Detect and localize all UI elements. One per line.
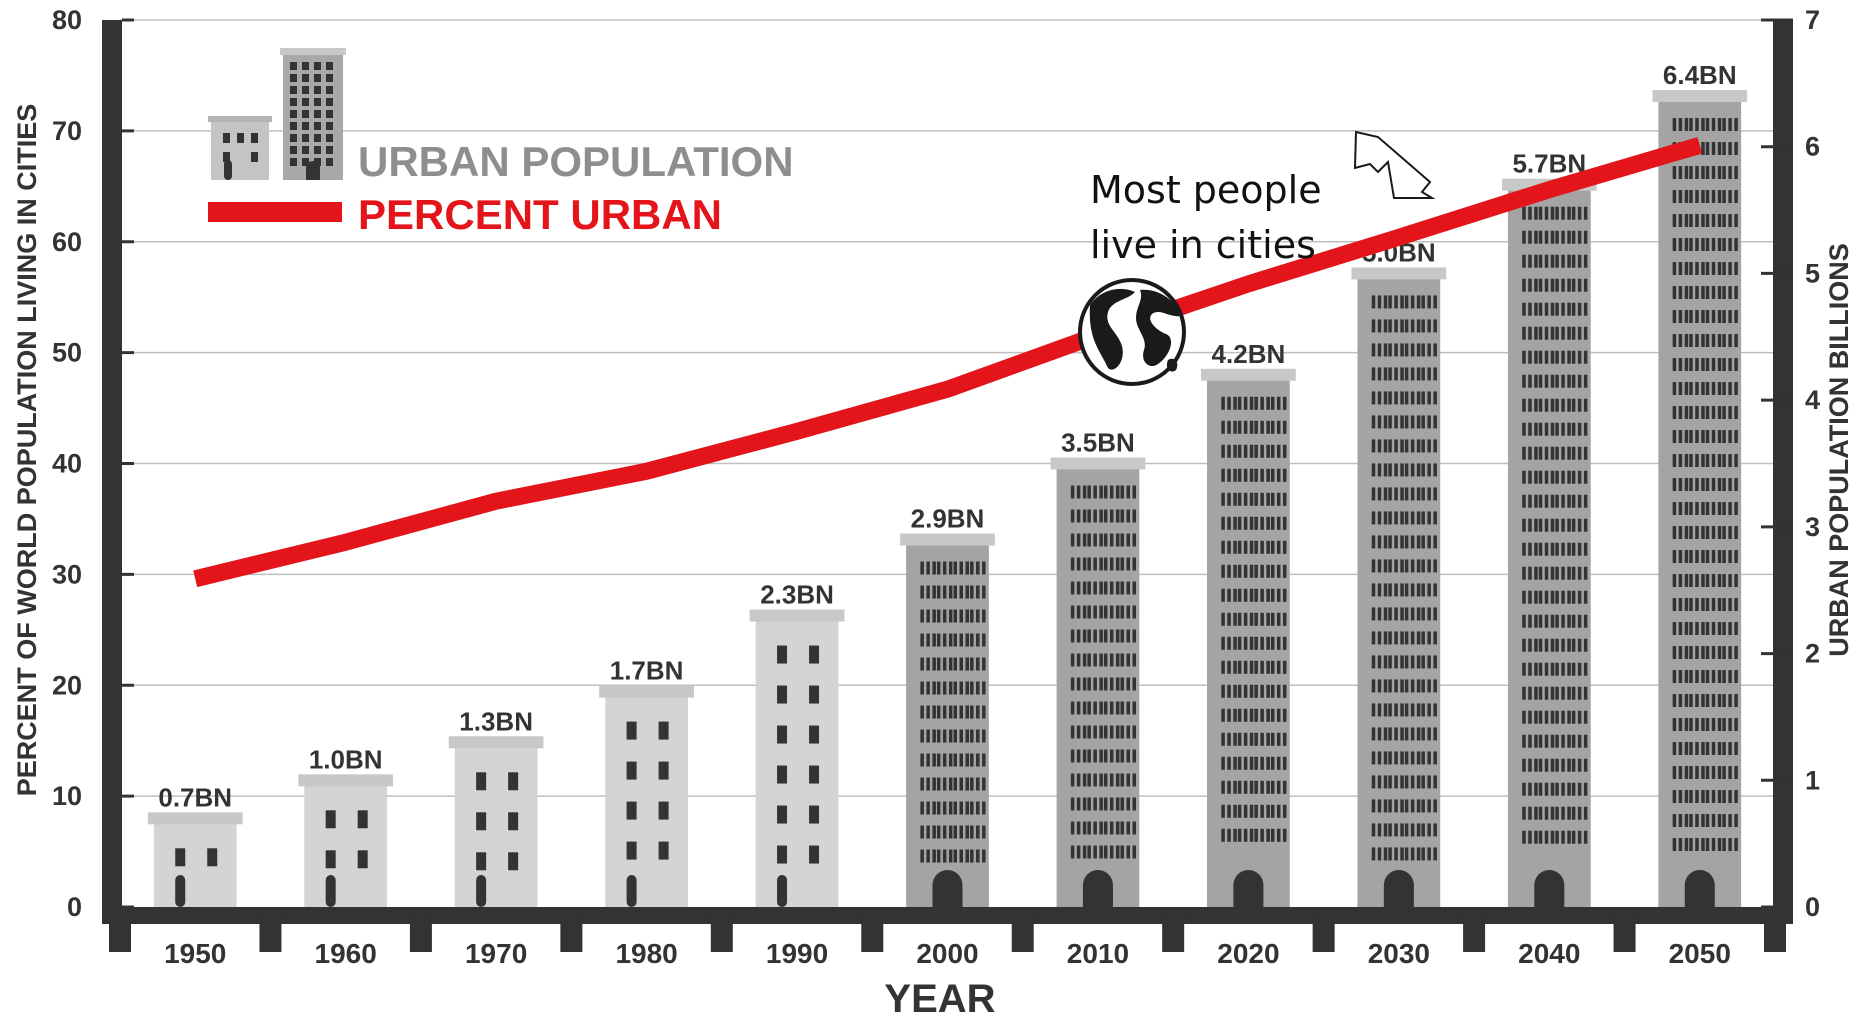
data-label-1950: 0.7BN — [158, 782, 232, 812]
bar-1960 — [298, 774, 394, 907]
bar-2020 — [1201, 368, 1296, 907]
y-tick-left: 70 — [52, 116, 82, 146]
y-tick-right: 5 — [1805, 258, 1820, 288]
x-tick-2010: 2010 — [1067, 938, 1129, 969]
y-tick-left: 60 — [52, 227, 82, 257]
y-tick-right: 6 — [1805, 132, 1820, 162]
y-tick-left: 50 — [52, 338, 82, 368]
bar-2000 — [900, 533, 995, 907]
x-axis-tick — [259, 907, 282, 952]
y-tick-right: 2 — [1805, 639, 1820, 669]
data-label-2050: 6.4BN — [1663, 60, 1737, 90]
y-tick-left: 80 — [52, 5, 82, 35]
bar-2040 — [1501, 178, 1597, 907]
x-tick-2000: 2000 — [916, 938, 978, 969]
x-axis-tick — [1011, 907, 1034, 952]
x-tick-2030: 2030 — [1368, 938, 1430, 969]
x-tick-1960: 1960 — [315, 938, 377, 969]
legend-label-urban-population: URBAN POPULATION — [358, 138, 794, 185]
x-tick-1970: 1970 — [465, 938, 527, 969]
annotation-line-1: Most people — [1090, 168, 1322, 212]
annotation-line-2: live in cities — [1090, 223, 1316, 267]
y-tick-right: 7 — [1805, 5, 1820, 35]
data-label-2000: 2.9BN — [911, 504, 985, 534]
y-tick-left: 30 — [52, 559, 82, 589]
x-tick-2050: 2050 — [1669, 938, 1731, 969]
data-label-1980: 1.7BN — [610, 656, 684, 686]
bar-1950 — [147, 812, 243, 907]
bars-group: 0.7BN 1.0BN 1.3BN 1.7BN 2.3BN 2.9BN 3.5BN 4.2BN… — [147, 60, 1748, 908]
y-tick-right: 3 — [1805, 512, 1820, 542]
bar-2050 — [1652, 90, 1748, 908]
data-label-1970: 1.3BN — [459, 706, 533, 736]
bar-2030 — [1351, 267, 1447, 907]
data-label-1960: 1.0BN — [309, 744, 383, 774]
legend-label-percent-urban: PERCENT URBAN — [358, 191, 722, 238]
bar-2010 — [1050, 457, 1146, 907]
x-axis-tick — [109, 907, 131, 952]
y-tick-left: 0 — [67, 892, 82, 922]
bar-1970 — [448, 736, 544, 907]
y-axis-right-title: URBAN POPULATION BILLIONS — [1824, 243, 1854, 657]
y-axis-left-title: PERCENT OF WORLD POPULATION LIVING IN CI… — [12, 104, 42, 797]
data-label-1990: 2.3BN — [760, 580, 834, 610]
x-tick-1950: 1950 — [164, 938, 226, 969]
x-axis-tick — [1463, 907, 1486, 952]
globe-icon — [1078, 278, 1186, 386]
legend: URBAN POPULATION PERCENT URBAN — [208, 48, 794, 238]
bar-1980 — [599, 685, 694, 907]
x-axis-tick — [1162, 907, 1185, 952]
x-tick-1990: 1990 — [766, 938, 828, 969]
x-tick-2020: 2020 — [1217, 938, 1279, 969]
x-axis-tick — [861, 907, 884, 952]
y-tick-left: 40 — [52, 449, 82, 479]
y-tick-right: 1 — [1805, 765, 1820, 795]
x-axis-tick — [560, 907, 583, 952]
x-axis-title: YEAR — [884, 977, 995, 1016]
legend-swatch-percent-urban — [208, 202, 342, 222]
x-axis-tick — [710, 907, 733, 952]
y-tick-left: 10 — [52, 781, 82, 811]
x-tick-1980: 1980 — [615, 938, 677, 969]
percent-urban-line — [193, 137, 1703, 588]
x-axis-tick — [1764, 907, 1786, 952]
y-tick-left: 20 — [52, 670, 82, 700]
data-label-2010: 3.5BN — [1061, 428, 1135, 458]
y-tick-right: 4 — [1805, 385, 1820, 415]
y-axis-left — [102, 20, 122, 923]
y-axis-right — [1773, 20, 1793, 923]
y-tick-right: 0 — [1805, 892, 1820, 922]
x-axis-tick — [1613, 907, 1636, 952]
bar-1990 — [749, 609, 845, 907]
data-label-2020: 4.2BN — [1212, 339, 1286, 369]
x-tick-2040: 2040 — [1518, 938, 1580, 969]
arrow-icon — [1353, 130, 1436, 199]
legend-building-icon — [208, 48, 346, 180]
x-axis — [102, 907, 1793, 924]
axis-frame — [102, 20, 1793, 952]
x-axis-tick — [1312, 907, 1335, 952]
x-axis-tick — [409, 907, 432, 952]
